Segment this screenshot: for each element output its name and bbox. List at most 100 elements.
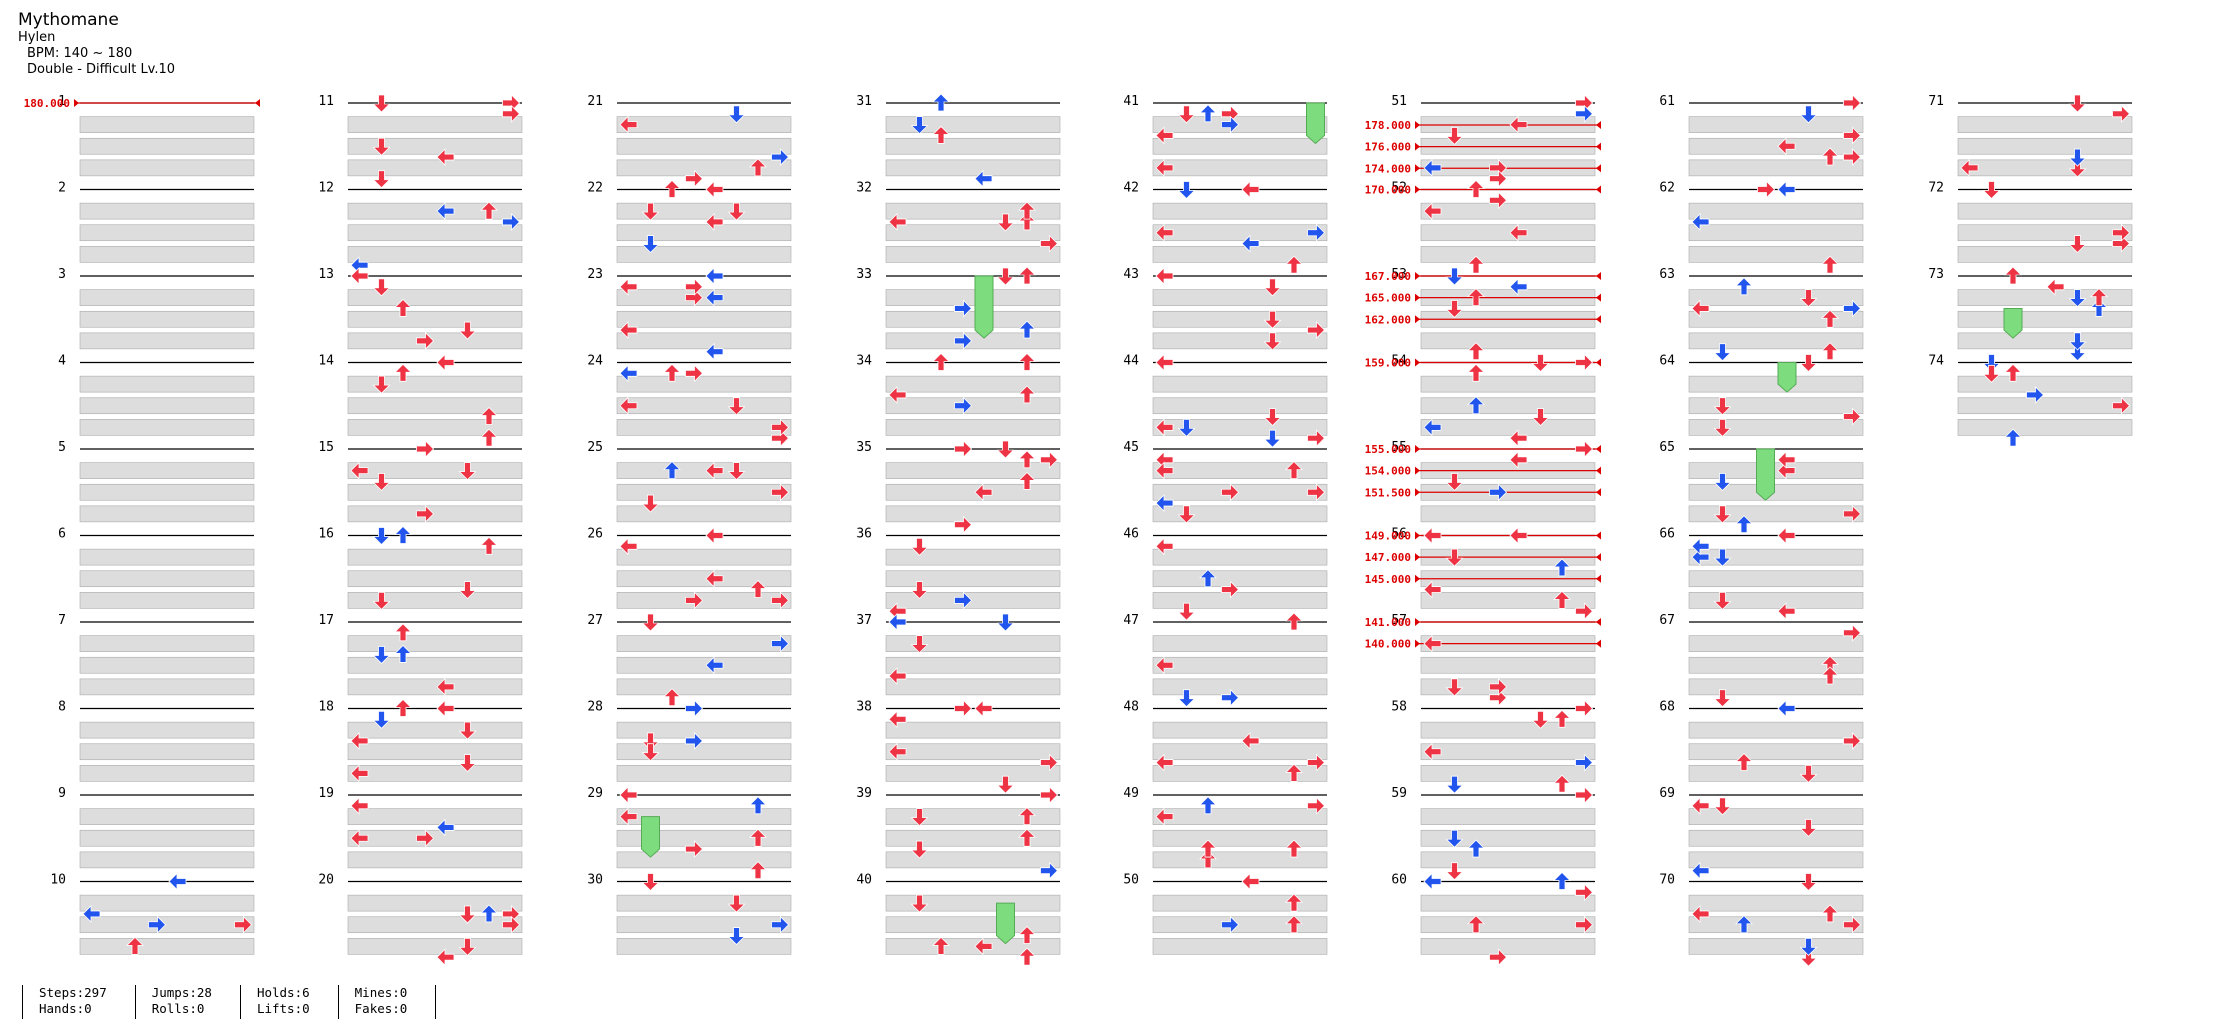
beat-band (347, 765, 523, 782)
arrow-right-icon (771, 418, 790, 437)
arrow-left-icon (1155, 807, 1174, 826)
beat-band (79, 375, 255, 393)
beat-band (885, 332, 1061, 350)
arrow-up-icon (1285, 461, 1303, 480)
bpm-tick-right (1596, 639, 1601, 648)
arrow-left-icon (619, 364, 638, 383)
arrow-down-icon (1713, 418, 1732, 437)
arrow-right-icon (1575, 602, 1594, 621)
beat-band (79, 202, 255, 220)
beat-band (885, 916, 1061, 934)
arrow-right-icon (1575, 353, 1594, 372)
beat-band (1152, 938, 1328, 955)
bpm-change-marker: 149.000 (1365, 530, 1601, 543)
bpm-value: 176.000 (1365, 141, 1411, 154)
bpm-tick-right (255, 99, 260, 107)
bpm-tick-right (1596, 272, 1601, 280)
beat-band (1420, 743, 1596, 761)
arrow-left-icon (619, 321, 638, 340)
arrow-down-icon (727, 202, 746, 221)
beat-band (616, 202, 792, 220)
measure-number: 9 (58, 786, 66, 801)
beat-band (616, 808, 792, 825)
measure-number: 16 (318, 527, 334, 542)
arrow-up-icon (749, 158, 767, 177)
measure-number: 53 (1391, 267, 1407, 282)
beat-band (616, 851, 792, 869)
arrow-right-icon (1040, 234, 1059, 253)
beat-band (1688, 332, 1864, 350)
bpm-tick-right (1596, 574, 1601, 583)
arrow-left-icon (1691, 537, 1710, 556)
arrow-left-icon (705, 526, 724, 545)
arrow-down-icon (727, 462, 746, 481)
measure-number: 71 (1928, 94, 1944, 109)
arrow-right-icon (771, 483, 790, 502)
arrow-left-icon (705, 569, 724, 588)
arrow-up-icon (932, 93, 950, 112)
arrow-down-icon (372, 375, 391, 394)
arrow-up-icon (1821, 904, 1839, 923)
bpm-change-marker: 165.000 (1365, 292, 1601, 305)
beat-band (79, 462, 255, 479)
measure-30: 30 (587, 873, 792, 955)
arrow-left-icon (1777, 180, 1796, 199)
beat-band (1152, 159, 1328, 177)
arrow-left-icon (350, 731, 369, 750)
arrow-right-icon (1221, 483, 1240, 502)
arrow-down-icon (910, 840, 929, 859)
measure-21: 21 (587, 94, 792, 177)
measure-number: 51 (1391, 94, 1407, 109)
arrow-left-icon (1423, 418, 1442, 437)
arrow-up-icon (1553, 774, 1571, 793)
beat-band (347, 656, 523, 674)
beat-band (79, 397, 255, 415)
measure-number: 35 (856, 440, 872, 455)
beat-band (1152, 397, 1328, 415)
beat-band (616, 375, 792, 393)
measure-number: 43 (1123, 267, 1139, 282)
beat-band (1688, 310, 1864, 328)
arrow-right-icon (1843, 731, 1862, 750)
arrow-up-icon (1735, 752, 1753, 771)
arrow-up-icon (1199, 569, 1217, 588)
arrow-down-icon (372, 710, 391, 729)
beat-band (79, 851, 255, 869)
arrow-right-icon (1307, 483, 1326, 502)
measure-number: 68 (1659, 700, 1675, 715)
arrow-left-icon (168, 872, 187, 891)
arrow-up-icon (394, 525, 412, 544)
measure-47: 47 (1123, 613, 1328, 696)
beat-band (347, 224, 523, 242)
beat-band (79, 635, 255, 652)
beat-band (1420, 397, 1596, 415)
arrow-left-icon (1691, 904, 1710, 923)
arrow-down-icon (458, 462, 477, 481)
bpm-tick-right (1596, 315, 1601, 324)
beat-band (616, 894, 792, 912)
beat-band (616, 483, 792, 501)
arrow-right-icon (416, 829, 435, 848)
measure-59: 59 (1391, 786, 1596, 869)
measure-number: 36 (856, 527, 872, 542)
arrow-up-icon (749, 796, 767, 815)
hold-note (1306, 102, 1325, 145)
beat-band (1957, 310, 2133, 328)
measure-number: 65 (1659, 440, 1675, 455)
beat-band (1688, 505, 1864, 523)
beat-band (1420, 505, 1596, 523)
arrow-right-icon (1307, 223, 1326, 242)
arrow-left-icon (1691, 796, 1710, 815)
measure-number: 29 (587, 786, 603, 801)
arrow-down-icon (996, 613, 1015, 632)
arrow-down-icon (458, 754, 477, 773)
beat-band (1420, 246, 1596, 263)
arrow-right-icon (685, 169, 704, 188)
stat-group-2: Jumps:28 Rolls:0 (134, 985, 240, 1019)
arrow-up-icon (1199, 839, 1217, 858)
measure-number: 17 (318, 613, 334, 628)
beat-band (885, 397, 1061, 415)
arrow-right-icon (1575, 915, 1594, 934)
arrow-up-icon (126, 936, 144, 955)
arrow-right-icon (502, 915, 521, 934)
